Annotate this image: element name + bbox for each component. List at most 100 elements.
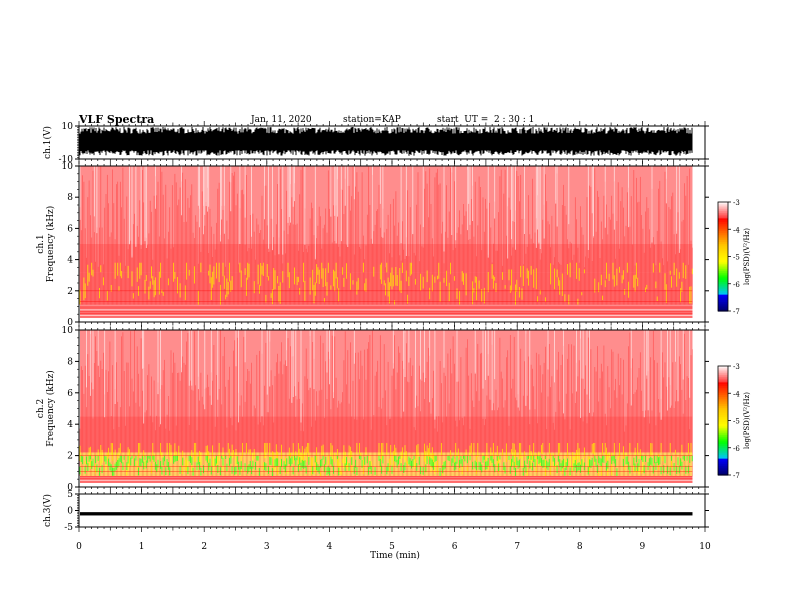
xtick-label: 3 xyxy=(264,542,270,552)
ch1-spectrogram-gaps xyxy=(79,166,680,260)
ch2-spectrogram-band xyxy=(80,476,693,483)
ch1-spectrogram-colorbar-cell xyxy=(718,220,728,223)
ch1-spectrogram-colorbar-cell xyxy=(718,211,728,214)
ch2-spectrogram-colorbar-cell xyxy=(718,396,728,400)
ch2-spectrogram-colorbar-cell xyxy=(718,402,728,405)
ch1-spectrogram-ytick-label: 2 xyxy=(67,287,73,297)
ch2-spectrogram-colorbar-cell xyxy=(718,404,728,407)
ch1-spectrogram-colorbar-cell xyxy=(718,212,728,216)
ch2-spectrogram-colorbar-cell xyxy=(718,375,728,378)
ch2-spectrogram-colorbar-cell xyxy=(718,444,728,447)
ch2-spectrogram-colorbar-cell xyxy=(718,455,728,458)
xtick-label: 1 xyxy=(139,542,145,552)
ch1-spectrogram-colorbar-cell xyxy=(718,251,728,254)
ch1-spectrogram-colorbar-cell xyxy=(718,269,728,272)
ch1-spectrogram-colorbar-cell xyxy=(718,243,728,247)
ch2-spectrogram-colorbar-tick-label: -5 xyxy=(733,418,740,426)
ch3-waveform-frame xyxy=(78,493,706,528)
ch1-spectrogram-yellow-patches xyxy=(79,262,693,305)
ch1-spectrogram-colorbar-cell xyxy=(718,305,728,308)
ch2-spectrogram-colorbar-cell xyxy=(718,425,728,429)
ch1-spectrogram-colorbar-cell xyxy=(718,287,728,290)
station-label: station=KAP xyxy=(343,115,401,125)
ch1-spectrogram-colorbar-cell xyxy=(718,231,728,234)
ch2-spectrogram-colorbar-cell xyxy=(718,436,728,440)
figure-title: VLF Spectra xyxy=(79,113,155,126)
ch3-ylabel: ch.3(V) xyxy=(42,494,53,527)
ch2-spectrogram-colorbar-cell xyxy=(718,382,728,385)
ch2-spectrogram-ytick-label: 8 xyxy=(67,357,73,367)
date-label: Jan. 11, 2020 xyxy=(251,115,312,125)
ch2-spectrogram-colorbar-cell xyxy=(718,380,728,383)
ch1-spectrogram-colorbar-tick-label: -7 xyxy=(733,308,740,316)
ch1-spectrogram-colorbar-cell xyxy=(718,296,728,299)
ch1-spectrogram-colorbar-cell xyxy=(718,265,728,268)
ch2-spectrogram-colorbar-label: log(PSD)(V²/Hz) xyxy=(743,392,751,449)
xtick-label: 7 xyxy=(514,542,520,552)
ch1-spectrogram-colorbar-tick-label: -4 xyxy=(733,226,740,234)
ch2-spectrogram-ytick-label: 6 xyxy=(67,389,73,399)
ch2-spectrogram-colorbar-cell xyxy=(718,462,728,465)
ch2-spectrogram-colorbar-cell xyxy=(718,433,728,436)
xtick-label: 2 xyxy=(201,542,207,552)
ch1-spectrogram-band xyxy=(80,244,693,273)
ch1-spectrogram-colorbar-cell xyxy=(718,236,728,239)
ch1-spectrogram-colorbar-cell xyxy=(718,252,728,256)
ch2-spectrogram-colorbar-cell xyxy=(718,415,728,418)
ch1-spectrogram-colorbar-cell xyxy=(718,272,728,276)
ch2-spectrogram-ylabel: ch.2Frequency (kHz) xyxy=(36,370,56,447)
ch2-spectrogram-band xyxy=(80,452,693,477)
ch1-spectrogram-colorbar-cell xyxy=(718,301,728,305)
ch2-spectrogram-colorbar-cell xyxy=(718,416,728,420)
ch1-spectrogram-band xyxy=(80,272,693,305)
ch2-spectrogram-ylabel-line: Frequency (kHz) xyxy=(45,370,56,447)
ch1-spectrogram-colorbar-cell xyxy=(718,261,728,265)
ch1-spectrogram-colorbar-cell xyxy=(718,283,728,287)
ch1-spectrogram-colorbar-cell xyxy=(718,294,728,298)
ch1-spectrogram-colorbar-cell xyxy=(718,221,728,225)
ch2-spectrogram-colorbar-cell xyxy=(718,473,728,476)
ch2-spectrogram-colorbar-cell xyxy=(718,387,728,391)
ch2-spectrogram-ytick-label: 10 xyxy=(62,326,74,336)
ch2-spectrogram-colorbar-cell xyxy=(718,467,728,471)
ch2-spectrogram-colorbar-cell xyxy=(718,393,728,396)
xtick-label: 5 xyxy=(389,542,395,552)
ch3-waveform-ytick-label: 0 xyxy=(67,507,73,517)
ch2-spectrogram-band xyxy=(80,416,693,453)
ch2-spectrogram-gaps xyxy=(86,330,691,425)
ch2-spectrogram-colorbar-cell xyxy=(718,369,728,373)
ch1-spectrogram-ylabel-line: ch.1 xyxy=(36,234,46,253)
ch2-spectrogram-colorbar-cell xyxy=(718,405,728,409)
xtick-label: 4 xyxy=(327,542,333,552)
ch1-spectrogram-colorbar-cell xyxy=(718,281,728,285)
ch2-spectrogram-colorbar-cell xyxy=(718,413,728,416)
ch1-spectrogram-colorbar-cell xyxy=(718,258,728,261)
ch2-spectrogram-colorbar-cell xyxy=(718,371,728,374)
ch1-spectrogram-colorbar-cell xyxy=(718,298,728,301)
ch2-spectrogram-ytick-label: 0 xyxy=(67,483,73,493)
ch1-spectrogram-ylabel-line: Frequency (kHz) xyxy=(45,206,56,283)
ch1-spectrogram-colorbar-cell xyxy=(718,218,728,221)
ch2-spectrogram-colorbar-cell xyxy=(718,407,728,411)
ch1-spectrogram-colorbar-cell xyxy=(718,289,728,292)
ch1-spectrogram-colorbar-tick-label: -5 xyxy=(733,254,740,262)
ch2-spectrogram-colorbar-cell xyxy=(718,385,728,389)
ch2-spectrogram-colorbar-cell xyxy=(718,373,728,376)
ch1-spectrogram-ytick-label: 4 xyxy=(67,256,73,266)
ch1-spectrogram-colorbar-cell xyxy=(718,247,728,250)
ch2-spectrogram-colorbar-tick-label: -3 xyxy=(733,363,740,371)
ch2-spectrogram-colorbar-cell xyxy=(718,400,728,403)
ch1-spectrogram-colorbar-cell xyxy=(718,241,728,245)
ch1-spectrogram-colorbar-cell xyxy=(718,263,728,267)
ch1-spectrogram-ytick-label: 8 xyxy=(67,193,73,203)
ch2-spectrogram-ytick-label: 2 xyxy=(67,452,73,462)
ch1-spectrogram-colorbar: -3 -4 -5 -6 -7 log(PSD)(V²/Hz) xyxy=(717,199,751,316)
xtick-label: 6 xyxy=(452,542,458,552)
ch1-spectrogram-colorbar-cell xyxy=(718,205,728,209)
ch2-spectrogram-colorbar-cell xyxy=(718,424,728,427)
ch1-spectrogram-colorbar-tick-label: -3 xyxy=(733,199,740,207)
ch2-spectrogram-colorbar-cell xyxy=(718,442,728,445)
ch1-spectrogram-colorbar-cell xyxy=(718,303,728,307)
ch2-spectrogram-colorbar-cell xyxy=(718,451,728,454)
ch1-waveform-ytick-label: 10 xyxy=(62,122,74,132)
